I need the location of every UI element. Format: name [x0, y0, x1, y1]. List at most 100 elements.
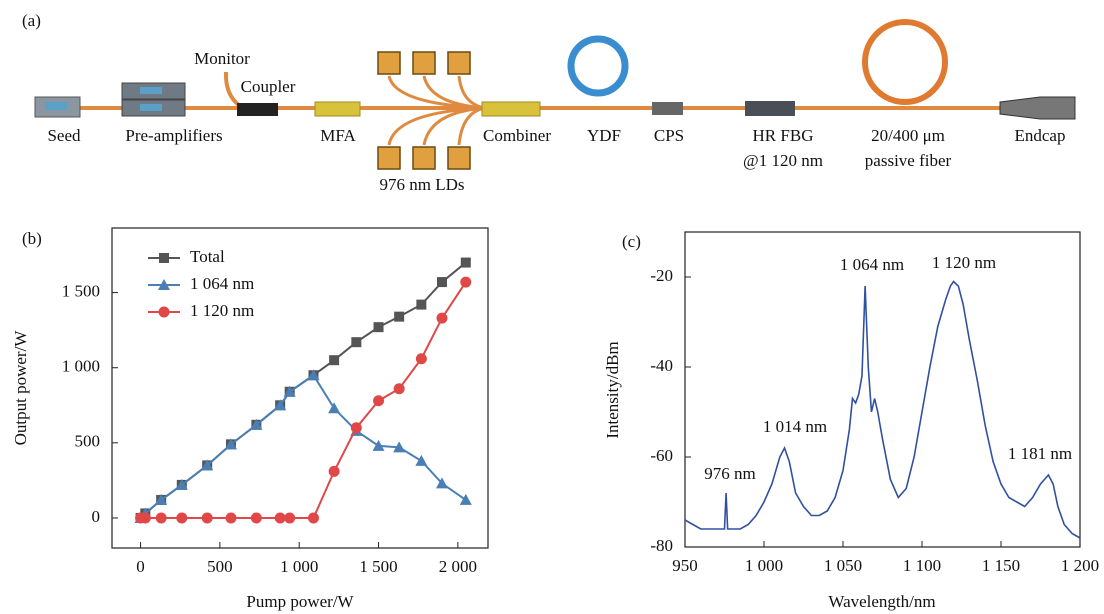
pre-amp-display — [140, 87, 162, 94]
component-label: Endcap — [1015, 126, 1066, 145]
x-tick-label: 1 100 — [903, 556, 941, 575]
marker — [158, 306, 170, 318]
legend-label: Total — [190, 247, 225, 266]
marker — [460, 276, 472, 288]
marker — [460, 257, 471, 268]
marker — [373, 395, 385, 407]
marker — [201, 459, 214, 471]
component-label: passive fiber — [865, 151, 952, 170]
marker — [159, 253, 169, 263]
hr-fbg — [745, 101, 795, 116]
marker — [307, 369, 320, 381]
y-tick-label: 1 000 — [62, 357, 100, 376]
marker — [393, 383, 405, 395]
y-tick-label: -20 — [650, 266, 673, 285]
legend-label: 1 120 nm — [190, 301, 254, 320]
marker — [393, 441, 406, 453]
marker — [329, 355, 340, 366]
annotation: 1 064 nm — [840, 255, 904, 274]
marker — [351, 337, 362, 348]
x-tick-label: 1 000 — [280, 557, 318, 576]
y-tick-label: 500 — [75, 432, 101, 451]
marker — [274, 399, 287, 411]
x-tick-label: 0 — [136, 557, 145, 576]
marker — [436, 312, 448, 324]
marker — [175, 478, 188, 490]
marker — [415, 353, 427, 365]
marker — [274, 512, 286, 524]
ld-fibers — [387, 75, 486, 146]
component-label: YDF — [587, 126, 621, 145]
marker — [328, 402, 341, 414]
marker — [224, 438, 237, 450]
marker — [307, 512, 319, 524]
legend-label: 1 064 nm — [190, 274, 254, 293]
ld-modules — [377, 51, 471, 170]
marker — [139, 512, 151, 524]
ydf — [567, 35, 629, 97]
y-tick-label: 0 — [92, 507, 101, 526]
marker — [373, 322, 384, 333]
cps — [652, 102, 683, 115]
marker — [176, 512, 188, 524]
endcap — [999, 96, 1076, 120]
pre-amp-display — [140, 104, 162, 111]
marker — [250, 512, 262, 524]
marker — [372, 439, 385, 451]
monitor-fiber — [223, 71, 242, 108]
passive-fiber — [862, 19, 948, 105]
component-label: Combiner — [483, 126, 551, 145]
seed-display — [45, 102, 67, 110]
marker — [201, 512, 213, 524]
series-line — [139, 373, 467, 519]
component-label: CPS — [654, 126, 684, 145]
annotation: 1 014 nm — [763, 417, 827, 436]
marker — [283, 385, 296, 397]
component-label: 20/400 μm — [871, 126, 945, 145]
y-tick-label: -80 — [650, 536, 673, 555]
marker — [415, 454, 428, 466]
component-label: @1 120 nm — [743, 151, 823, 170]
x-axis-label: Pump power/W — [246, 592, 354, 611]
component-label: Pre-amplifiers — [125, 126, 222, 145]
combiner — [481, 101, 541, 117]
annotation: 1 120 nm — [932, 253, 996, 272]
marker — [155, 493, 168, 505]
marker — [225, 512, 237, 524]
plot-frame — [111, 227, 489, 549]
diagram — [34, 19, 1076, 170]
panel-label: (a) — [22, 11, 41, 30]
marker — [435, 477, 448, 489]
y-tick-label: 1 500 — [62, 282, 100, 301]
y-axis-label: Intensity/dBm — [603, 341, 622, 438]
x-axis-label: Wavelength/nm — [828, 592, 935, 611]
y-tick-label: -60 — [650, 446, 673, 465]
coupler — [237, 103, 278, 116]
marker — [394, 311, 405, 322]
marker — [155, 512, 167, 524]
mfa — [314, 101, 361, 117]
y-tick-label: -40 — [650, 356, 673, 375]
marker — [284, 512, 296, 524]
x-tick-label: 1 150 — [982, 556, 1020, 575]
x-tick-label: 500 — [207, 557, 233, 576]
x-tick-label: 2 000 — [439, 557, 477, 576]
annotation: 976 nm — [704, 464, 755, 483]
component-label: Monitor — [194, 49, 250, 68]
x-tick-label: 1 000 — [745, 556, 783, 575]
component-label: Coupler — [241, 77, 296, 96]
component-label: 976 nm LDs — [380, 175, 465, 194]
panel-label: (c) — [622, 232, 641, 251]
x-tick-label: 1 500 — [359, 557, 397, 576]
marker — [436, 277, 447, 288]
x-tick-label: 1 200 — [1061, 556, 1099, 575]
marker — [250, 418, 263, 430]
marker — [459, 493, 472, 505]
marker — [416, 299, 427, 310]
marker — [328, 465, 340, 477]
annotation: 1 181 nm — [1008, 444, 1072, 463]
marker — [158, 279, 170, 290]
plot-frame — [684, 231, 1081, 548]
series-line — [684, 280, 1081, 539]
